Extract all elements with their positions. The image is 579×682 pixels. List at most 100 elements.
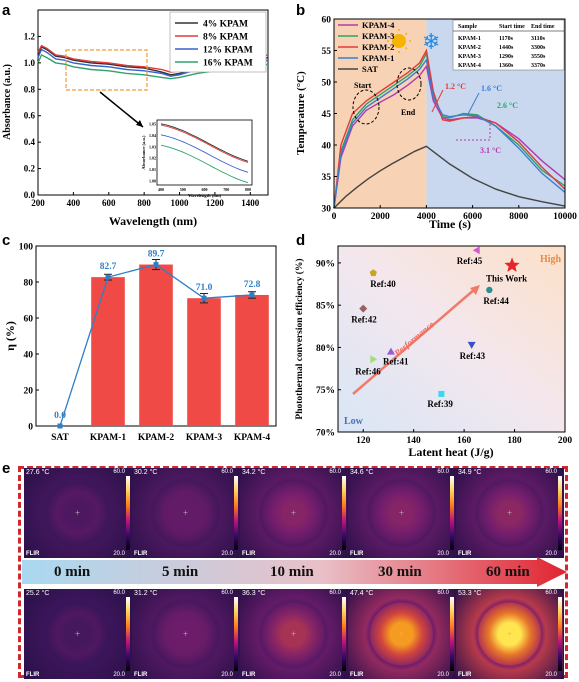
x-tick-label: 1000: [171, 198, 190, 208]
temperature-readout: 47.4 °C: [350, 590, 374, 597]
point-ref-39: [438, 390, 445, 397]
crosshair-icon: +: [182, 629, 189, 639]
inset-y-tick: 1.04: [149, 133, 156, 138]
low-label: Low: [344, 416, 364, 427]
y-axis-label: η (%): [3, 321, 17, 351]
panel-label-a: a: [2, 2, 11, 19]
scale-min: 20.0: [437, 672, 449, 678]
trend-point: [249, 292, 255, 298]
table-cell: KPAM-4: [458, 63, 481, 69]
point-ref-40: [369, 269, 377, 277]
temperature-chart: 0 2000 4000 6000 8000 10000 30 35 40 45 50 55 60 ❄ S…: [295, 16, 577, 232]
scale-max: 60.0: [113, 469, 125, 475]
scale-min: 20.0: [221, 551, 233, 557]
brand-logo: FLIR: [350, 672, 364, 678]
brand-logo: FLIR: [134, 551, 148, 557]
crosshair-icon: +: [398, 508, 405, 518]
scale-min: 20.0: [437, 551, 449, 557]
color-scale: [450, 597, 454, 671]
inset-x-tick: 500: [180, 187, 186, 192]
inset-y-label: Absorbance (a.u.): [141, 135, 146, 170]
table-cell: KPAM-2: [458, 45, 481, 51]
time-label: 10 min: [270, 564, 314, 580]
scale-min: 20.0: [221, 672, 233, 678]
thermal-image: 53.3 °C 60.0 20.0 FLIR +: [456, 589, 564, 679]
efficiency-bar-chart: SAT KPAM-1 KPAM-2 KPAM-3 KPAM-4 0.0 82.7 89.7 71…: [3, 243, 277, 443]
temperature-readout: 36.3 °C: [242, 590, 266, 597]
legend-entry: KPAM-4: [362, 20, 395, 30]
x-tick-label: 0: [332, 212, 337, 222]
inset-x-tick: 800: [245, 187, 251, 192]
scale-min: 20.0: [113, 551, 125, 557]
table-cell: 3110s: [531, 36, 546, 42]
time-label: 5 min: [162, 564, 199, 580]
y-tick-label: 50: [322, 79, 332, 89]
legend-entry: 8% KPAM: [203, 33, 248, 43]
panel-label-d: d: [296, 232, 306, 249]
inset-x-tick: 400: [158, 187, 164, 192]
y-tick-label: 20: [24, 387, 34, 397]
y-tick-label: 80%: [316, 344, 335, 354]
x-axis-label: Latent heat (J/g): [408, 445, 493, 459]
y-tick-label: 85%: [316, 302, 335, 312]
thermal-image: 30.2 °C 60.0 20.0 FLIR +: [132, 468, 240, 558]
time-arrow: [22, 557, 567, 587]
panel-label-b: b: [296, 2, 306, 19]
y-tick-label: 1.2: [24, 31, 36, 41]
scale-min: 20.0: [329, 672, 341, 678]
category-label: KPAM-4: [234, 433, 270, 443]
color-scale: [558, 476, 562, 550]
color-scale: [342, 597, 346, 671]
crosshair-icon: +: [290, 629, 297, 639]
scale-max: 60.0: [329, 469, 341, 475]
inset-chart: 400 500 600 700 800 1.00 1.01 1.02 1.03 1.04 1.05 W…: [141, 119, 253, 198]
time-labels: 0 min 5 min 10 min 30 min 60 min: [22, 557, 567, 587]
x-tick-label: 6000: [463, 212, 482, 222]
category-label: KPAM-3: [186, 433, 222, 443]
legend-entry: KPAM-3: [362, 31, 394, 41]
brand-logo: FLIR: [26, 672, 40, 678]
point-label: Ref:44: [483, 296, 509, 306]
snowflake-icon: ❄: [422, 30, 440, 55]
point-label: Ref:41: [383, 357, 409, 367]
temperature-readout: 34.9 °C: [458, 469, 482, 476]
crosshair-icon: +: [182, 508, 189, 518]
crosshair-icon: +: [290, 508, 297, 518]
legend-entry: KPAM-2: [362, 42, 394, 52]
scale-min: 20.0: [545, 551, 557, 557]
temperature-readout: 31.2 °C: [134, 590, 158, 597]
bar-KPAM-2: [139, 264, 173, 426]
x-tick-label: 140: [407, 436, 422, 446]
series-line-3: [333, 48, 566, 209]
table-cell: 3370s: [531, 63, 546, 69]
color-scale: [126, 476, 130, 550]
y-tick-label: 35: [322, 173, 332, 183]
table-cell: 3300s: [531, 45, 546, 51]
x-tick-label: 120: [356, 436, 371, 446]
crosshair-icon: +: [506, 629, 513, 639]
temperature-readout: 25.2 °C: [26, 590, 50, 597]
color-scale: [558, 597, 562, 671]
scale-max: 60.0: [113, 590, 125, 596]
thermal-row-1: 27.6 °C 60.0 20.0 FLIR +30.2 °C 60.0 20.0 FLIR +…: [24, 468, 564, 558]
point-label: Ref:39: [427, 399, 453, 409]
trend-point: [57, 423, 63, 429]
end-marker: [396, 67, 422, 101]
table-cell: KPAM-1: [458, 36, 481, 42]
brand-logo: FLIR: [26, 551, 40, 557]
scale-max: 60.0: [329, 590, 341, 596]
y-tick-label: 60: [24, 315, 34, 325]
crosshair-icon: +: [398, 629, 405, 639]
inset-y-tick: 1.05: [149, 122, 156, 127]
brand-logo: FLIR: [458, 551, 472, 557]
y-tick-label: 75%: [316, 386, 335, 396]
color-scale: [234, 476, 238, 550]
inset-line-1: [160, 123, 249, 162]
value-label: 71.0: [196, 283, 213, 293]
y-tick-label: 45: [322, 110, 332, 120]
thermal-image: 27.6 °C 60.0 20.0 FLIR +: [24, 468, 132, 558]
performance-arrow: [352, 288, 476, 395]
y-tick-label: 0.6: [24, 111, 36, 121]
y-tick-label: 100: [19, 243, 34, 253]
